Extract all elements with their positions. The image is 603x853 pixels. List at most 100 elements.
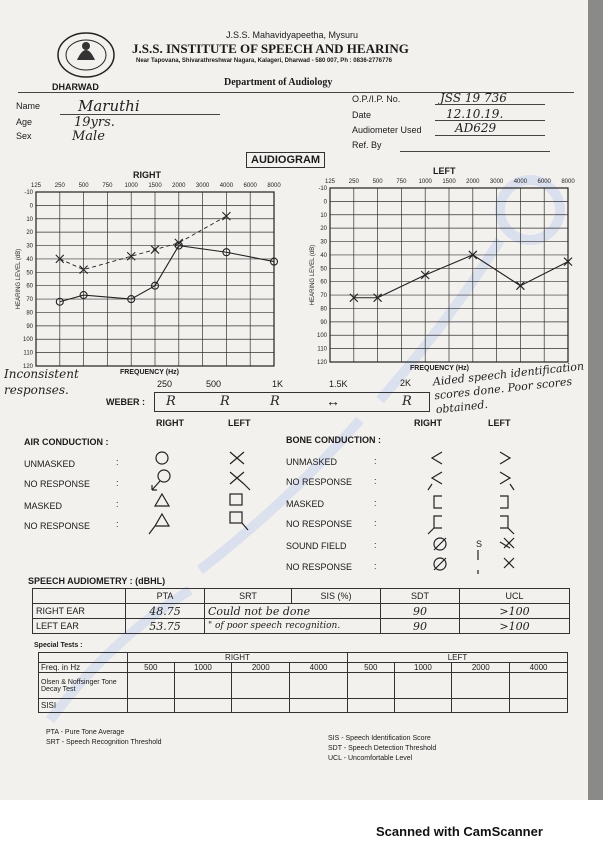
ac-unmasked-label: UNMASKED <box>24 459 76 469</box>
air-conduction-point <box>79 291 88 300</box>
age-value: 19yrs. <box>74 115 115 130</box>
freq-tick-label: 250 <box>55 183 66 189</box>
institute-address: Near Tapovana, Shivarathreshwar Nagara, … <box>136 58 393 64</box>
level-tick-label: 120 <box>317 360 328 366</box>
bracket-left-icon <box>430 451 443 465</box>
square-symbol-icon <box>229 493 243 506</box>
bone-conduction-label: BONE CONDUCTION : <box>286 435 381 445</box>
air-conduction-point <box>563 257 573 267</box>
scan-edge <box>588 0 603 800</box>
air-conduction-point <box>373 293 383 303</box>
weber-freq-250: 250 <box>157 379 173 389</box>
scanner-footer: Scanned with CamScanner <box>376 824 543 839</box>
air-conduction-line <box>353 254 569 299</box>
audiometer-value: AD629 <box>455 121 497 135</box>
bone-conduction-point <box>126 251 136 261</box>
freq-tick-label: 1500 <box>442 179 456 185</box>
weber-value-1-5k: ↔ <box>326 393 340 409</box>
freq-tick-label: 2000 <box>172 183 186 189</box>
bc-left-label: LEFT <box>488 418 511 428</box>
air-conduction-label: AIR CONDUCTION : <box>24 437 109 447</box>
freq-tick-label: 1500 <box>148 183 162 189</box>
bc-masked-label: MASKED <box>286 499 325 509</box>
air-conduction-symbols <box>148 451 251 535</box>
hearing-level-axis-label: HEARING LEVEL (dB) <box>310 245 316 305</box>
level-tick-label: 10 <box>320 213 327 219</box>
weber-value-2k: R <box>402 394 412 409</box>
left-freq-axis-label: FREQUENCY (Hz) <box>410 365 469 372</box>
level-tick-label: 60 <box>320 280 327 286</box>
op-label: O.P./I.P. No. <box>352 94 401 104</box>
cross-symbol-icon <box>229 451 245 465</box>
ac-no-response-label: NO RESPONSE <box>24 479 91 489</box>
freq-tick-label: 2000 <box>466 179 480 185</box>
sound-field-icon <box>433 537 447 551</box>
date-label: Date <box>352 110 372 120</box>
table-row: SISI <box>38 698 568 713</box>
ac-masked-label: MASKED <box>24 501 63 511</box>
weber-freq-1-5k: 1.5K <box>329 379 348 389</box>
freq-tick-label: 6000 <box>244 183 258 189</box>
freq-tick-label: 3000 <box>196 183 210 189</box>
air-conduction-line <box>59 244 275 303</box>
air-conduction-point <box>127 295 136 304</box>
weber-value-1k: R <box>270 394 280 409</box>
level-tick-label: 100 <box>317 333 328 339</box>
abbrev-ucl: UCL - Uncomfortable Level <box>328 755 413 762</box>
scanned-form: J.S.S. Mahavidyapeetha, Mysuru J.S.S. IN… <box>0 0 590 800</box>
weber-freq-500: 500 <box>206 379 222 389</box>
institute-logo <box>57 32 115 78</box>
abbrev-sdt: SDT - Speech Detection Threshold <box>328 745 437 752</box>
special-right-header: RIGHT <box>127 652 348 663</box>
weber-box <box>154 392 430 412</box>
bc-unmasked-label: UNMASKED <box>286 457 338 467</box>
weber-left-label: LEFT <box>228 418 251 428</box>
bracket-right-icon <box>499 451 512 465</box>
special-tests-title: Special Tests : <box>34 642 83 649</box>
level-tick-label: 10 <box>26 217 33 223</box>
freq-tick-label: 125 <box>31 183 42 189</box>
right-audiogram: 125 250 500 750 1000 1500 2000 3000 4000 6000 8000… <box>16 183 281 370</box>
freq-tick-label: 750 <box>102 183 113 189</box>
col-pta: PTA <box>125 588 205 604</box>
level-tick-label: 100 <box>23 337 34 343</box>
level-tick-label: 30 <box>320 240 327 246</box>
table-row: Olsen & Noffsinger Tone Decay Test <box>38 672 568 699</box>
sound-field-label: SOUND FIELD <box>286 541 347 551</box>
ac-masked-no-response-label: NO RESPONSE <box>24 521 91 531</box>
age-label: Age <box>16 117 33 127</box>
level-tick-label: 0 <box>324 199 328 205</box>
weber-freq-1k: 1K <box>272 379 284 389</box>
name-label: Name <box>16 101 41 111</box>
bone-conduction-point <box>79 265 88 275</box>
society-name: J.S.S. Mahavidyapeetha, Mysuru <box>226 30 359 40</box>
air-conduction-point <box>349 293 359 303</box>
bone-conduction-point <box>222 211 231 221</box>
ref-label: Ref. By <box>352 140 382 150</box>
level-tick-label: 90 <box>26 324 33 330</box>
institute-name: J.S.S. INSTITUTE OF SPEECH AND HEARING <box>132 41 409 56</box>
special-left-header: LEFT <box>346 652 569 663</box>
level-tick-label: -10 <box>318 186 327 192</box>
audiometer-label: Audiometer Used <box>352 125 422 135</box>
air-conduction-point <box>468 250 478 260</box>
hearing-level-axis-label: HEARING LEVEL (dB) <box>16 249 22 309</box>
bone-conduction-point <box>150 245 160 254</box>
city-label: DHARWAD <box>52 82 99 92</box>
level-tick-label: 60 <box>26 284 33 290</box>
sex-value: Male <box>72 129 105 144</box>
air-conduction-point <box>150 281 160 290</box>
freq-tick-label: 750 <box>396 179 407 185</box>
level-tick-label: 120 <box>23 364 34 370</box>
freq-tick-label: 500 <box>79 183 90 189</box>
sex-label: Sex <box>16 131 32 141</box>
circle-symbol-icon <box>155 451 169 465</box>
level-tick-label: 110 <box>317 347 327 353</box>
bc-no-response-label: NO RESPONSE <box>286 477 353 487</box>
bc-right-label: RIGHT <box>414 418 442 428</box>
freq-tick-label: 8000 <box>267 183 281 189</box>
level-tick-label: 50 <box>320 266 327 272</box>
freq-tick-label: 1000 <box>419 179 433 185</box>
freq-tick-label: 6000 <box>538 179 552 185</box>
weber-value-250: R <box>166 394 176 409</box>
